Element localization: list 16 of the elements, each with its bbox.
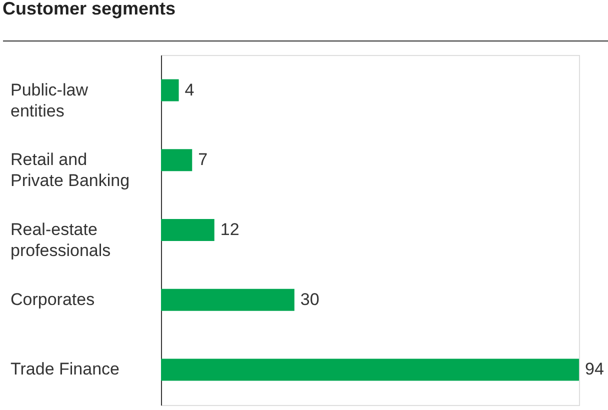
data-label: 12 (220, 220, 240, 239)
data-label: 94 (585, 360, 604, 379)
bar (161, 358, 579, 381)
bar (161, 79, 179, 102)
chart-title: Customer segments (2, 0, 176, 18)
y-tick-label: Real-estate professionals (10, 220, 111, 260)
data-label: 30 (300, 290, 320, 309)
y-tick-label: Trade Finance (10, 360, 120, 379)
y-tick-label: Public-law entities (10, 80, 89, 120)
data-label: 4 (184, 80, 194, 100)
bar (161, 149, 192, 172)
data-label: 7 (198, 150, 208, 170)
y-tick-label: Retail and Private Banking (10, 150, 130, 190)
bar (161, 288, 294, 311)
y-tick-label: Corporates (10, 290, 95, 309)
bar (161, 219, 214, 241)
